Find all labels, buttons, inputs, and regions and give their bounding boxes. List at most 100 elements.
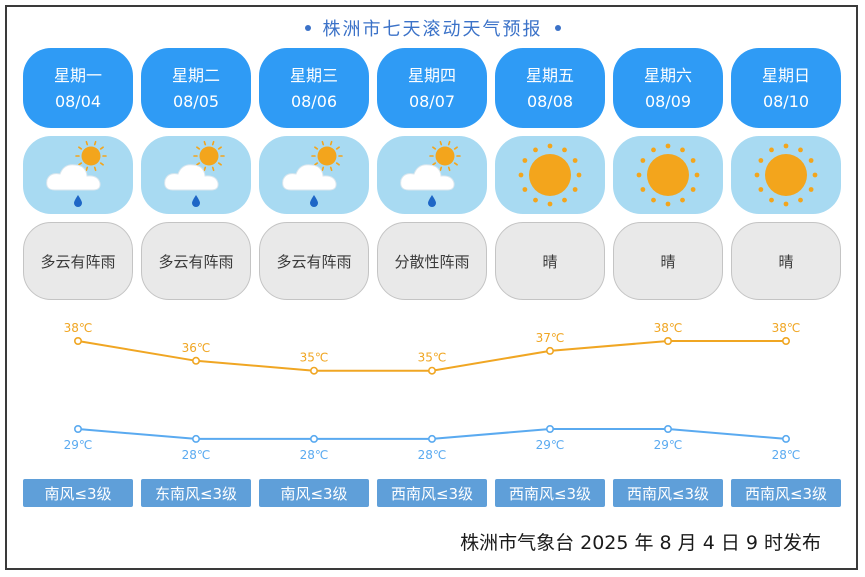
wind-label: 南风≤3级: [280, 484, 348, 503]
weekday-label: 星期三: [289, 66, 338, 85]
day-card: 星期六 08/09: [613, 48, 723, 128]
low-temp-label: 29℃: [654, 438, 683, 452]
date-label: 08/09: [644, 92, 692, 111]
wind-badge: 东南风≤3级: [141, 479, 251, 507]
condition-label: 多云有阵雨: [276, 252, 352, 271]
high-temp-label: 38℃: [654, 321, 683, 335]
cloud-sun-rain-icon: [164, 140, 225, 207]
wind-label: 西南风≤3级: [390, 484, 474, 503]
high-temp-point: [74, 336, 83, 345]
sun-icon: [754, 143, 818, 207]
high-temp-point: [781, 336, 790, 345]
day-card: 星期五 08/08: [495, 48, 605, 128]
condition-label: 分散性阵雨: [394, 252, 470, 271]
high-temp-point: [663, 336, 672, 345]
weather-icon-card: [23, 136, 133, 214]
weather-icon-card: [259, 136, 369, 214]
high-temp-point: [309, 366, 318, 375]
date-label: 08/07: [408, 92, 456, 111]
wind-badge: 西南风≤3级: [495, 479, 605, 507]
weather-icon-card: [377, 136, 487, 214]
weekday-label: 星期日: [761, 66, 810, 85]
high-temp-label: 37℃: [536, 331, 565, 345]
temperature-chart: 38℃ 36℃ 35℃ 35℃ 37℃ 38℃ 38℃ 29℃ 28℃ 28℃ 28℃ 29℃ 29℃ 2…: [64, 321, 801, 462]
condition-label: 多云有阵雨: [158, 252, 234, 271]
condition-label: 多云有阵雨: [40, 252, 116, 271]
weekday-label: 星期二: [171, 66, 220, 85]
low-temp-label: 29℃: [64, 438, 93, 452]
high-temp-label: 36℃: [182, 341, 211, 355]
wind-label: 东南风≤3级: [154, 484, 238, 503]
low-temp-point: [663, 425, 672, 434]
low-temp-point: [781, 434, 790, 443]
sun-icon: [636, 143, 700, 207]
wind-label: 西南风≤3级: [744, 484, 828, 503]
day-card: 星期二 08/05: [141, 48, 251, 128]
condition-label: 晴: [660, 252, 676, 271]
low-temp-point: [309, 434, 318, 443]
weekday-label: 星期一: [53, 66, 102, 85]
wind-label: 南风≤3级: [44, 484, 112, 503]
wind-label: 西南风≤3级: [508, 484, 592, 503]
wind-badge: 南风≤3级: [23, 479, 133, 507]
weather-icon: [400, 140, 461, 207]
condition-card: 多云有阵雨: [23, 222, 133, 300]
date-label: 08/05: [172, 92, 220, 111]
weather-icon: [754, 143, 818, 207]
high-temp-label: 35℃: [418, 351, 447, 365]
low-temp-label: 29℃: [536, 438, 565, 452]
wind-label: 西南风≤3级: [626, 484, 710, 503]
low-temp-point: [74, 425, 83, 434]
condition-card: 晴: [613, 222, 723, 300]
wind-badge: 西南风≤3级: [731, 479, 841, 507]
title-dot-left: [304, 25, 311, 31]
wind-badge: 西南风≤3级: [377, 479, 487, 507]
weather-icon: [164, 140, 225, 207]
low-temp-label: 28℃: [772, 448, 801, 462]
condition-card: 晴: [731, 222, 841, 300]
day-card: 星期日 08/10: [731, 48, 841, 128]
condition-card: 晴: [495, 222, 605, 300]
date-label: 08/04: [54, 92, 102, 111]
title-text: 株洲市七天滚动天气预报: [322, 19, 543, 40]
weather-icon-card: [495, 136, 605, 214]
day-card: 星期一 08/04: [23, 48, 133, 128]
low-temp-point: [427, 434, 436, 443]
issue-footer: 株洲市气象台 2025 年 8 月 4 日 9 时发布: [460, 532, 821, 554]
cloud-sun-rain-icon: [400, 140, 461, 207]
high-temp-label: 38℃: [772, 321, 801, 335]
day-card: 星期三 08/06: [259, 48, 369, 128]
weekday-label: 星期四: [407, 66, 456, 85]
low-temp-label: 28℃: [300, 448, 329, 462]
weekday-label: 星期五: [525, 66, 574, 85]
low-temp-point: [192, 434, 201, 443]
cloud-sun-rain-icon: [46, 140, 107, 207]
condition-label: 晴: [778, 252, 794, 271]
weather-icon: [636, 143, 700, 207]
date-label: 08/10: [762, 92, 810, 111]
low-temp-label: 28℃: [418, 448, 447, 462]
high-temp-label: 38℃: [64, 321, 93, 335]
weather-icon: [282, 140, 343, 207]
date-label: 08/08: [526, 92, 574, 111]
weather-icon-card: [141, 136, 251, 214]
high-temp-point: [192, 356, 201, 365]
condition-card: 分散性阵雨: [377, 222, 487, 300]
weather-icon: [518, 143, 582, 207]
wind-badge: 西南风≤3级: [613, 479, 723, 507]
condition-card: 多云有阵雨: [259, 222, 369, 300]
low-temp-point: [545, 425, 554, 434]
date-label: 08/06: [290, 92, 338, 111]
weather-icon-card: [731, 136, 841, 214]
weekday-label: 星期六: [643, 66, 692, 85]
low-temp-label: 28℃: [182, 448, 211, 462]
weather-icon: [46, 140, 107, 207]
weather-icon-card: [613, 136, 723, 214]
title-dot-right: [554, 25, 561, 31]
high-temp-point: [427, 366, 436, 375]
cloud-sun-rain-icon: [282, 140, 343, 207]
high-temp-point: [545, 346, 554, 355]
day-card: 星期四 08/07: [377, 48, 487, 128]
high-temp-label: 35℃: [300, 351, 329, 365]
sun-icon: [518, 143, 582, 207]
